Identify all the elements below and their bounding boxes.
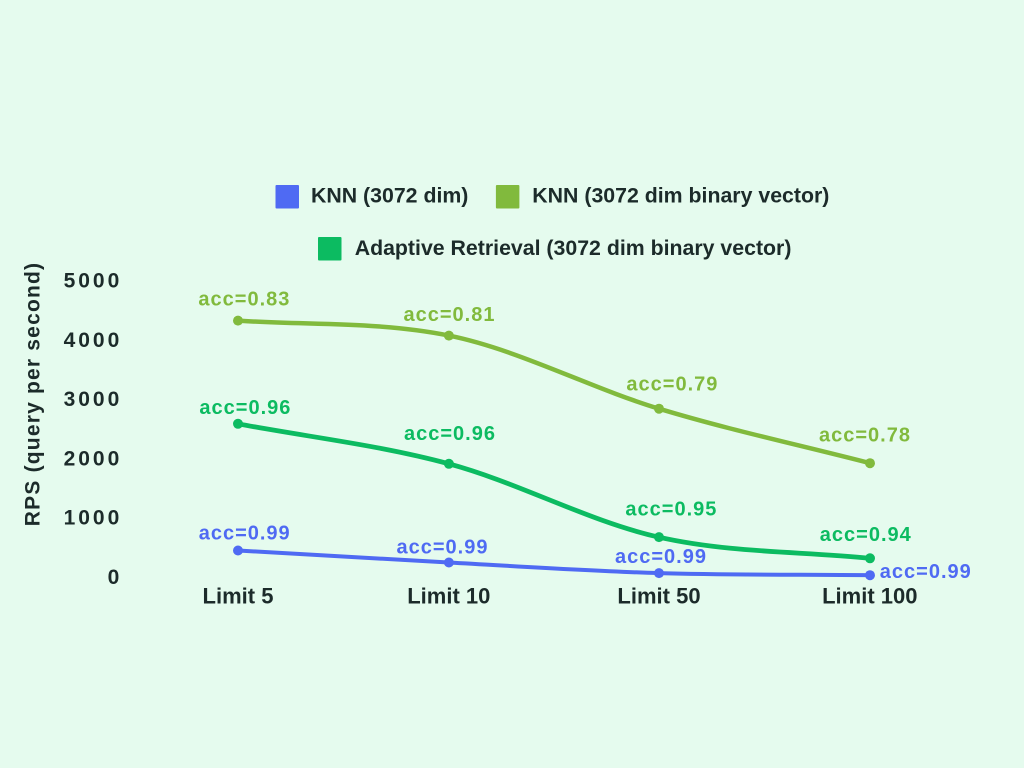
- svg-text:acc=0.99: acc=0.99: [880, 561, 972, 583]
- svg-text:KNN (3072 dim binary vector): KNN (3072 dim binary vector): [532, 184, 829, 208]
- svg-text:Limit 100: Limit 100: [822, 584, 917, 609]
- svg-text:3000: 3000: [64, 388, 123, 411]
- svg-text:KNN (3072 dim): KNN (3072 dim): [311, 184, 468, 208]
- svg-text:0: 0: [108, 566, 123, 589]
- svg-text:Limit 50: Limit 50: [617, 584, 700, 609]
- svg-text:acc=0.99: acc=0.99: [199, 523, 291, 545]
- svg-text:acc=0.94: acc=0.94: [820, 524, 912, 546]
- svg-text:acc=0.79: acc=0.79: [626, 373, 718, 395]
- svg-text:5000: 5000: [64, 270, 123, 293]
- svg-text:acc=0.81: acc=0.81: [404, 304, 496, 326]
- svg-text:4000: 4000: [64, 329, 123, 352]
- svg-text:RPS (query per second): RPS (query per second): [22, 262, 45, 526]
- svg-text:acc=0.96: acc=0.96: [404, 423, 496, 445]
- svg-text:acc=0.99: acc=0.99: [615, 546, 707, 568]
- svg-text:acc=0.83: acc=0.83: [198, 289, 290, 311]
- svg-text:acc=0.78: acc=0.78: [819, 425, 911, 447]
- svg-text:acc=0.99: acc=0.99: [397, 537, 489, 559]
- svg-text:acc=0.95: acc=0.95: [625, 499, 717, 521]
- svg-text:Adaptive Retrieval (3072 dim b: Adaptive Retrieval (3072 dim binary vect…: [355, 236, 792, 260]
- svg-text:Limit 10: Limit 10: [407, 584, 490, 609]
- svg-text:2000: 2000: [64, 448, 123, 471]
- svg-text:acc=0.96: acc=0.96: [199, 397, 291, 419]
- svg-text:Limit 5: Limit 5: [203, 584, 274, 609]
- svg-text:1000: 1000: [64, 507, 123, 530]
